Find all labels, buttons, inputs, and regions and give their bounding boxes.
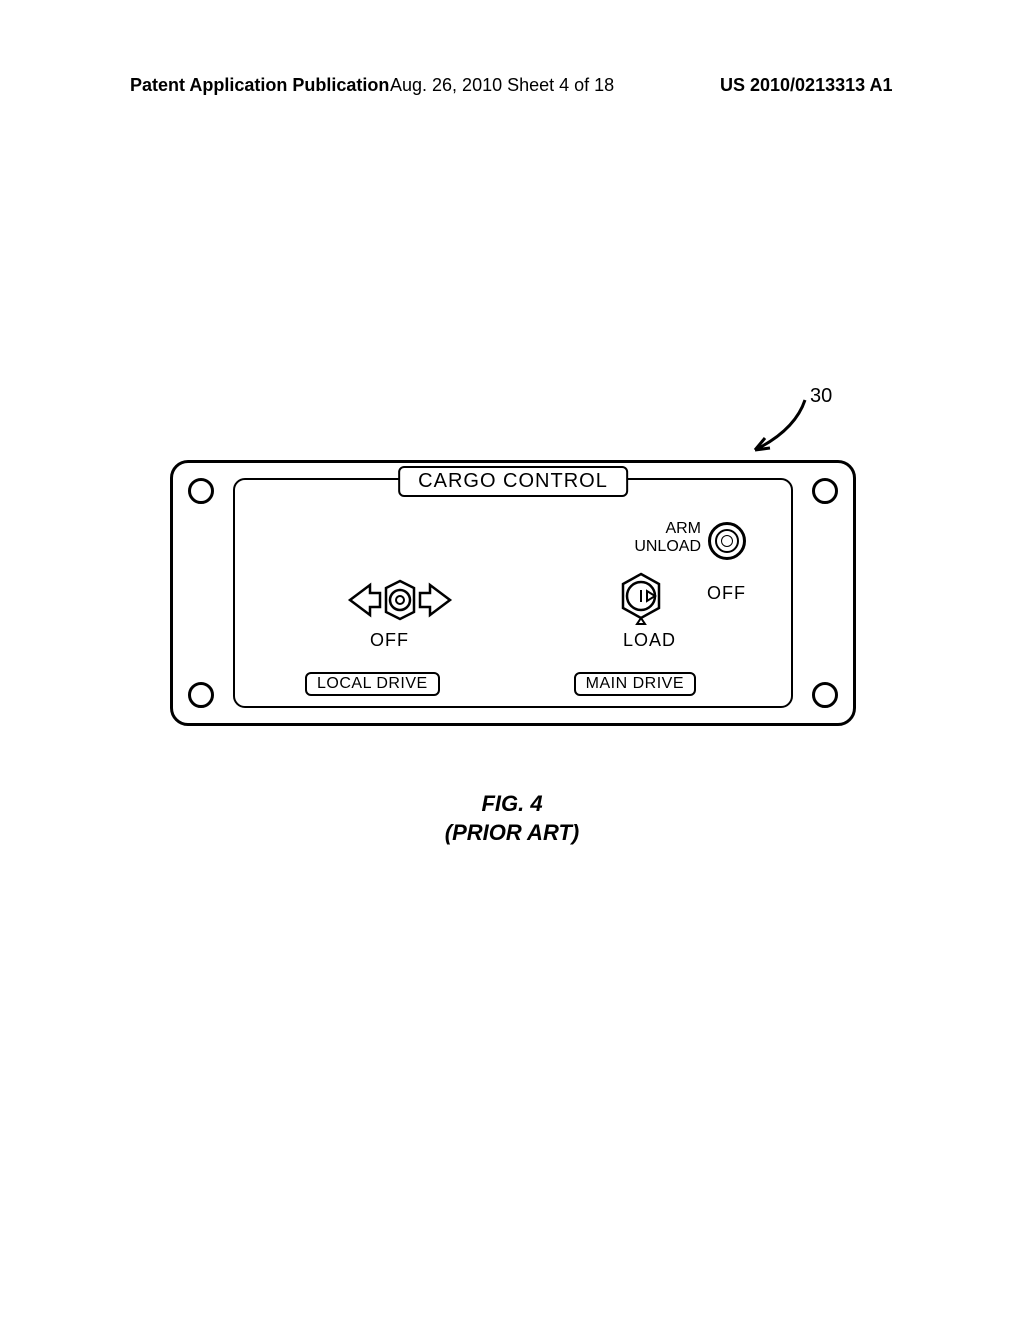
screw-icon bbox=[812, 478, 838, 504]
main-load-label: LOAD bbox=[623, 630, 676, 651]
arm-text: ARM bbox=[665, 520, 701, 537]
screw-icon bbox=[812, 682, 838, 708]
left-right-switch-icon bbox=[310, 575, 490, 625]
rotary-switch-icon bbox=[611, 570, 671, 630]
date-sheet: Aug. 26, 2010 Sheet 4 of 18 bbox=[390, 75, 614, 96]
local-drive-label: LOCAL DRIVE bbox=[305, 672, 440, 696]
screw-icon bbox=[188, 682, 214, 708]
reference-arrow: 30 bbox=[740, 390, 830, 465]
publication-number: US 2010/0213313 A1 bbox=[720, 75, 892, 96]
figure-area: 30 CARGO CONTROL ARM UNLOAD bbox=[170, 460, 850, 726]
screw-icon bbox=[188, 478, 214, 504]
arm-unload-label: ARM UNLOAD bbox=[634, 520, 701, 555]
arm-lamp-icon bbox=[708, 522, 746, 560]
panel-title: CARGO CONTROL bbox=[398, 466, 628, 497]
main-off-label: OFF bbox=[707, 583, 746, 604]
main-drive-label: MAIN DRIVE bbox=[574, 672, 696, 696]
figure-caption: FIG. 4 (PRIOR ART) bbox=[0, 790, 1024, 847]
control-panel-outer: CARGO CONTROL ARM UNLOAD OFF bbox=[170, 460, 856, 726]
main-drive-switch[interactable] bbox=[561, 570, 721, 635]
local-off-label: OFF bbox=[370, 630, 409, 651]
prior-art-note: (PRIOR ART) bbox=[445, 820, 579, 845]
control-panel-inner: CARGO CONTROL ARM UNLOAD OFF bbox=[233, 478, 793, 708]
local-drive-switch[interactable] bbox=[305, 575, 495, 630]
reference-number: 30 bbox=[810, 385, 832, 408]
unload-text: UNLOAD bbox=[634, 538, 701, 555]
publication-type: Patent Application Publication bbox=[130, 75, 389, 96]
figure-number: FIG. 4 bbox=[481, 791, 542, 816]
